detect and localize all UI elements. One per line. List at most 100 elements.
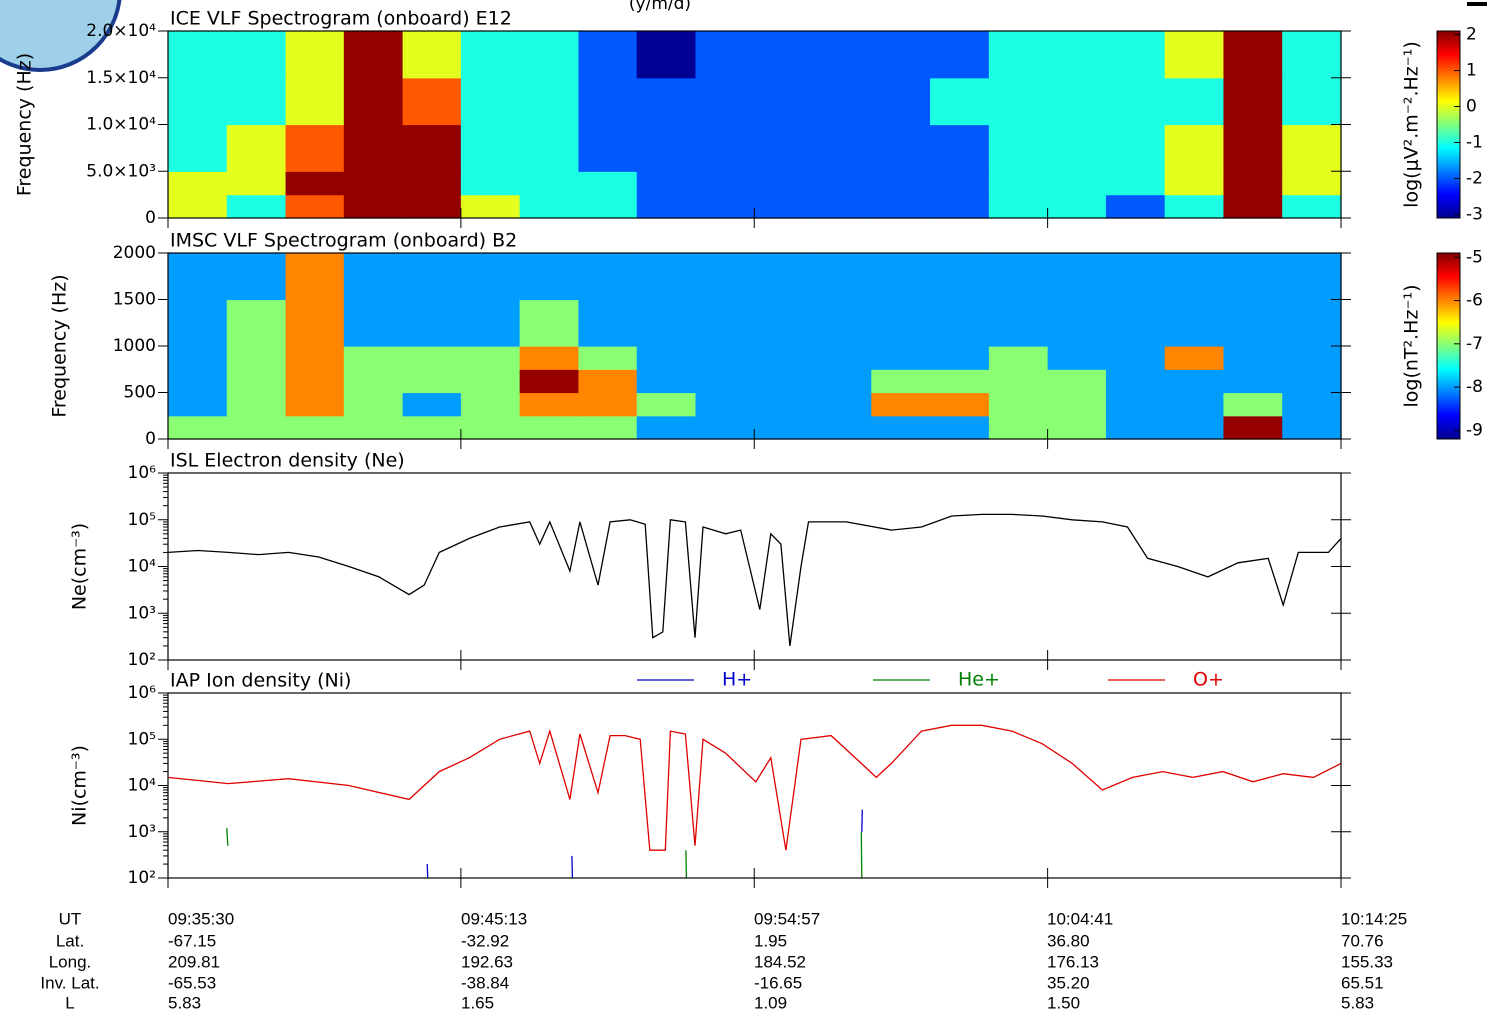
spectrogram-cell: [695, 299, 755, 347]
spectrogram-cell: [285, 31, 345, 79]
spectrogram-cell: [988, 299, 1049, 347]
spectrogram-cell: [695, 253, 755, 301]
data-line: [226, 828, 863, 879]
spectrogram-cell: [813, 253, 872, 301]
spectrogram-cell: [871, 415, 931, 440]
spectrogram-cell: [636, 346, 697, 370]
spectrogram-cell: [578, 346, 638, 370]
spectrogram-cell: [343, 392, 404, 417]
spectrogram-cell: [578, 124, 638, 172]
spectrogram-cell: [1282, 194, 1342, 219]
spectrogram-cell: [871, 392, 931, 417]
colorbar-tick-label: -6: [1466, 291, 1483, 311]
spectrogram-cell: [578, 77, 638, 126]
spectrogram-cell: [754, 346, 814, 370]
spectrogram-cell: [285, 124, 345, 172]
colorbar-tick-label: -1: [1466, 132, 1483, 152]
spectrogram-cell: [1047, 369, 1107, 394]
spectrogram-cell: [402, 77, 462, 126]
spectrogram-cell: [988, 392, 1049, 417]
spectrogram-cell: [578, 253, 638, 301]
spectrogram-cell: [343, 369, 404, 394]
panel-title: IAP Ion density (Ni): [170, 670, 351, 692]
logo: [0, 0, 122, 72]
spectrogram-cell: [460, 77, 521, 126]
spectrogram-cell: [519, 194, 580, 219]
spectrogram-cell: [168, 253, 228, 301]
orbit-value: -38.84: [461, 973, 509, 992]
header: (y/m/d): [629, 0, 691, 14]
panel-title: IMSC VLF Spectrogram (onboard) B2: [170, 230, 517, 252]
spectrogram-cell: [402, 392, 462, 417]
spectrogram-cell: [1047, 415, 1107, 440]
spectrogram-cell: [285, 392, 345, 417]
spectrogram-cell: [1223, 299, 1283, 347]
spectrogram-cell: [285, 415, 345, 440]
spectrogram-cell: [226, 171, 287, 196]
spectrogram-cell: [813, 77, 872, 126]
orbit-row-label: UT: [59, 909, 82, 928]
spectrogram-cell: [988, 194, 1049, 219]
spectrogram-cell: [754, 369, 814, 394]
spectrogram-cell: [1282, 415, 1342, 440]
spectrogram-cell: [1282, 299, 1342, 347]
orbit-value: 1.09: [754, 993, 787, 1012]
spectrogram-cell: [1105, 124, 1166, 172]
colorbar-tick-label: -8: [1466, 377, 1483, 397]
spectrogram-cell: [402, 299, 462, 347]
spectrogram-cell: [813, 369, 872, 394]
spectrogram-cell: [168, 299, 228, 347]
spectrogram-cell: [988, 31, 1049, 79]
spectrogram-cell: [988, 415, 1049, 440]
spectrogram-cell: [813, 171, 872, 196]
orbit-value: 176.13: [1047, 952, 1099, 971]
spectrogram-cell: [1164, 392, 1225, 417]
spectrogram-cell: [402, 369, 462, 394]
y-tick-label: 5.0×10³: [86, 161, 156, 181]
spectrogram-cell: [988, 77, 1049, 126]
spectrogram-cell: [871, 346, 931, 370]
spectrogram-cell: [1105, 171, 1166, 196]
colorbar-label: log(nT².Hz⁻¹): [1401, 285, 1423, 408]
spectrogram-cell: [930, 253, 990, 301]
spectrogram-cell: [1105, 77, 1166, 126]
spectrogram-cell: [578, 171, 638, 196]
spectrogram-cell: [402, 194, 462, 219]
y-tick-label: 2000: [113, 243, 156, 263]
panel-title: ISL Electron density (Ne): [170, 450, 405, 472]
panel: -9 -8 -7 -6 -5 log(nT².Hz⁻¹) 0 500 1000 1500 2000 I…: [49, 230, 1483, 449]
spectrogram-cell: [695, 415, 755, 440]
spectrogram-cell: [813, 415, 872, 440]
spectrogram-cell: [1164, 124, 1225, 172]
spectrogram-cell: [460, 369, 521, 394]
y-tick-label: 10³: [128, 603, 156, 623]
spectrogram-cell: [1105, 299, 1166, 347]
spectrogram-cell: [1164, 299, 1225, 347]
spectrogram-cell: [460, 346, 521, 370]
spectrogram-cell: [226, 369, 287, 394]
y-tick-label: 1.5×10⁴: [86, 68, 156, 88]
spectrogram-cell: [871, 253, 931, 301]
spectrogram-cell: [226, 299, 287, 347]
spectrogram-cell: [1282, 171, 1342, 196]
spectrogram-cell: [460, 415, 521, 440]
spectrogram-cell: [1223, 369, 1283, 394]
spectrogram-cell: [1105, 346, 1166, 370]
orbit-value: -65.53: [168, 973, 216, 992]
panel-title: ICE VLF Spectrogram (onboard) E12: [170, 8, 512, 30]
spectrogram-cell: [1105, 392, 1166, 417]
spectrogram-cell: [1282, 369, 1342, 394]
spectrogram-cell: [343, 31, 404, 79]
y-tick-label: 10⁴: [128, 776, 157, 796]
colorbar-tick-label: -7: [1466, 334, 1483, 354]
y-tick-label: 10⁵: [128, 729, 156, 749]
y-tick-label: 0: [145, 429, 156, 449]
spectrogram-cell: [930, 77, 990, 126]
spectrogram-cell: [226, 31, 287, 79]
spectrogram-cell: [1223, 31, 1283, 79]
y-tick-label: 1500: [113, 290, 156, 310]
spectrogram-cell: [168, 31, 228, 79]
y-tick-label: 2.0×10⁴: [86, 21, 156, 41]
spectrogram-cell: [1223, 124, 1283, 172]
spectrogram-cell: [343, 415, 404, 440]
